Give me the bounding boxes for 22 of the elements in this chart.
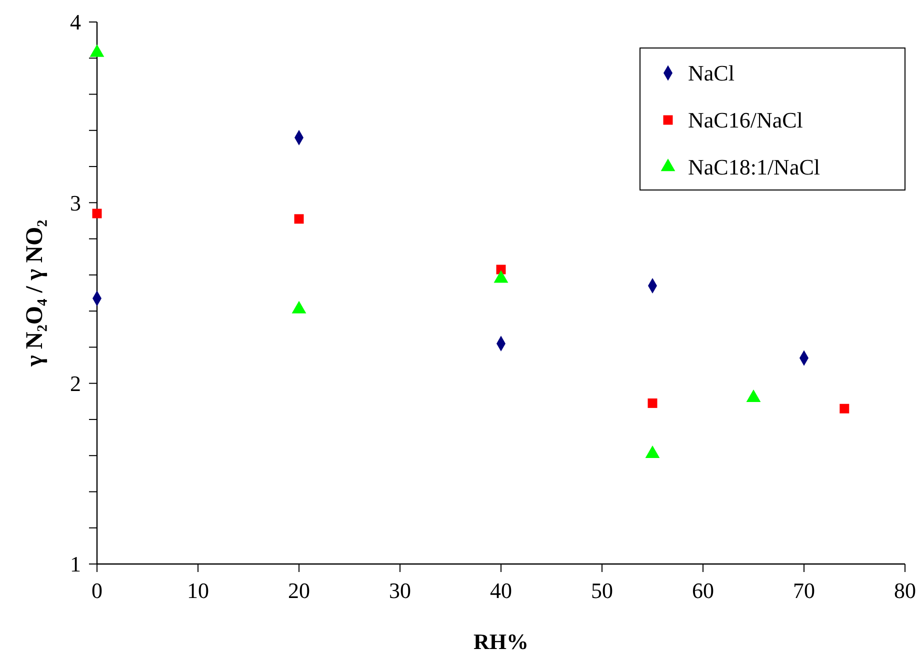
x-tick-label: 30 <box>389 578 411 603</box>
legend-label: NaCl <box>688 60 734 86</box>
y-tick-label: 3 <box>70 190 81 216</box>
x-axis-title: RH% <box>474 629 528 653</box>
point <box>294 214 304 224</box>
point <box>648 398 658 408</box>
y-tick-label: 2 <box>70 371 81 396</box>
x-tick-label: 20 <box>288 578 310 603</box>
x-tick-label: 10 <box>187 578 209 603</box>
x-tick-label: 70 <box>793 578 815 603</box>
legend-label: NaC16/NaCl <box>688 108 803 133</box>
y-tick-label: 4 <box>70 10 81 35</box>
y-tick-label: 1 <box>70 552 81 577</box>
x-tick-label: 50 <box>591 578 613 603</box>
point <box>840 404 850 414</box>
x-tick-label: 60 <box>692 578 714 603</box>
y-axis-title: γ N₂O₄ / γ NO₂ <box>22 220 48 368</box>
x-tick-label: 40 <box>490 578 512 603</box>
legend-label: NaC18:1/NaCl <box>688 154 820 180</box>
x-tick-label: 80 <box>894 578 916 603</box>
point <box>92 208 102 218</box>
x-tick-label: 0 <box>92 578 102 603</box>
